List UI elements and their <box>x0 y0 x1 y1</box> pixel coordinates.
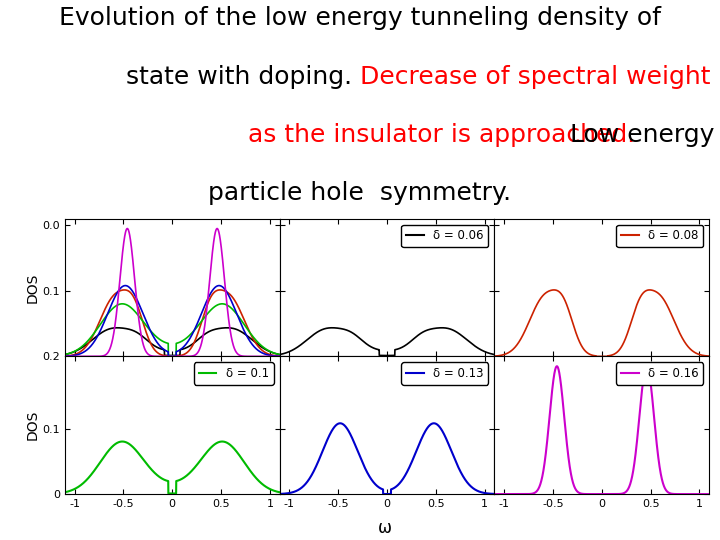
Y-axis label: DOS: DOS <box>25 272 40 303</box>
Text: as the insulator is approached.: as the insulator is approached. <box>248 123 636 147</box>
Text: Low energy: Low energy <box>562 123 714 147</box>
Y-axis label: DOS: DOS <box>25 410 40 441</box>
Legend: δ = 0.13: δ = 0.13 <box>402 362 488 384</box>
Legend: δ = 0.06: δ = 0.06 <box>402 225 488 247</box>
Text: state with doping.: state with doping. <box>126 65 360 89</box>
Text: particle hole  symmetry.: particle hole symmetry. <box>208 181 512 205</box>
Text: Decrease of spectral weight: Decrease of spectral weight <box>360 65 711 89</box>
Legend: δ = 0.1: δ = 0.1 <box>194 362 274 384</box>
Text: ω: ω <box>378 519 392 537</box>
Legend: δ = 0.08: δ = 0.08 <box>616 225 703 247</box>
Text: Evolution of the low energy tunneling density of: Evolution of the low energy tunneling de… <box>59 6 661 30</box>
Legend: δ = 0.16: δ = 0.16 <box>616 362 703 384</box>
